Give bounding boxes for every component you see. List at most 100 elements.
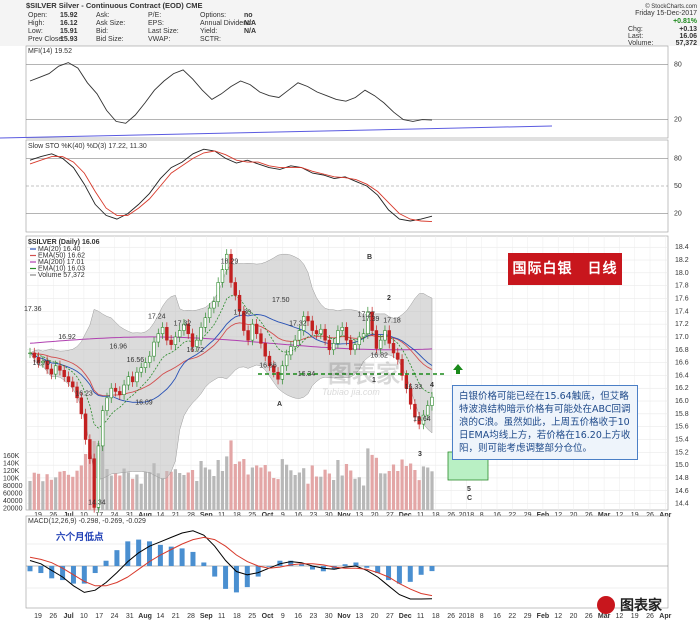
candle-body — [71, 381, 75, 388]
x-axis-label: 13 — [355, 613, 363, 620]
price-annotation: 17.36 — [24, 306, 42, 313]
x-axis-label: 26 — [585, 512, 593, 519]
volume-bar — [387, 471, 391, 510]
x-axis-label: 11 — [417, 613, 424, 620]
x-axis-label: 20 — [371, 512, 379, 519]
x-axis-label: Dec — [399, 613, 412, 620]
volume-bar — [113, 473, 118, 510]
x-axis-label: 16 — [294, 512, 302, 519]
volume-bar — [169, 471, 173, 510]
quote-label: Volume: — [628, 40, 653, 47]
candle-body — [413, 403, 417, 418]
macd-hist-bar — [60, 566, 66, 581]
volume-bar — [297, 472, 302, 510]
wave-label-C: C — [467, 495, 472, 502]
volume-bar — [255, 465, 259, 510]
candle-body — [58, 365, 62, 371]
x-axis-label: 21 — [172, 613, 180, 620]
x-axis-label: Jul — [64, 613, 74, 620]
sto-axis-label: 20 — [674, 211, 682, 218]
macd-hist-bar — [223, 566, 229, 589]
price-axis-label: 17.0 — [675, 334, 689, 341]
macd-hist-bar — [103, 560, 109, 566]
quote-value: 57,372 — [676, 40, 698, 47]
symbol-line: $SILVER Silver - Continuous Contract (EO… — [26, 1, 203, 10]
candle-body — [152, 341, 156, 357]
x-axis-label: Sep — [200, 512, 213, 519]
price-axis-label: 18.2 — [675, 257, 689, 264]
volume-bar — [426, 467, 430, 510]
chart-header: $SILVER Silver - Continuous Contract (EO… — [0, 0, 700, 47]
volume-bar — [344, 464, 349, 510]
x-axis-label: 16 — [493, 613, 501, 620]
volume-bar — [276, 479, 280, 510]
volume-bar — [332, 480, 336, 510]
volume-bar — [246, 474, 250, 510]
price-axis-label: 17.6 — [675, 295, 689, 302]
x-axis-label: 19 — [34, 512, 42, 519]
candle-body — [169, 339, 173, 345]
volume-bar — [225, 456, 229, 510]
badge-title: 国际白银 日线 — [508, 253, 622, 285]
candle-body — [216, 282, 220, 302]
volume-bar — [178, 473, 182, 510]
candle-body — [182, 323, 186, 331]
x-axis-label: 22 — [508, 512, 516, 519]
candle-body — [143, 362, 148, 369]
x-axis-label: 9 — [281, 613, 285, 620]
x-axis-label: 24 — [111, 512, 119, 519]
volume-bar — [233, 464, 237, 510]
volume-bar — [173, 469, 178, 510]
quote-label: Ask: — [96, 12, 110, 19]
candle-body — [49, 368, 54, 375]
candle-body — [280, 365, 285, 380]
price-axis-label: 15.6 — [675, 424, 689, 431]
price-annotation: 16.33 — [405, 384, 423, 391]
sto-label: Slow STO %K(40) %D(3) 17.22, 11.30 — [28, 143, 147, 150]
volume-bar — [336, 460, 340, 510]
price-annotation: 16.92 — [58, 334, 76, 341]
volume-bar — [417, 480, 421, 510]
candle-body — [45, 360, 49, 370]
wave-label-A: A — [277, 401, 282, 408]
price-label: $SILVER (Daily) 16.06 — [28, 239, 100, 246]
volume-bar — [139, 483, 143, 510]
volume-axis-label: 20000 — [3, 506, 23, 513]
volume-bar — [370, 454, 374, 510]
x-axis-label: 17 — [95, 613, 103, 620]
candle-body — [404, 375, 409, 389]
candle-body — [340, 327, 344, 331]
volume-bar — [361, 485, 366, 510]
chart-date: Friday 15-Dec-2017 — [635, 10, 697, 17]
x-axis-label: Nov — [337, 613, 350, 620]
candle-body — [225, 253, 229, 270]
legend-entry: MA(200) 17.01 — [38, 259, 84, 266]
volume-bar — [267, 471, 272, 510]
volume-bar — [131, 478, 135, 510]
svg-text:图表家: 图表家 — [328, 360, 400, 388]
price-axis-label: 16.6 — [675, 360, 689, 367]
volume-bar — [79, 465, 83, 510]
candle-body — [383, 330, 387, 341]
quote-value: 15.92 — [60, 12, 78, 19]
candle-body — [366, 311, 370, 335]
price-panel: 14.4 14.6 14.8 15.0 15.2 15.4 15.6 15.8 16.0 16.2… — [3, 235, 689, 513]
x-axis-label: 29 — [524, 512, 532, 519]
macd-hist-bar — [396, 566, 402, 584]
volume-bar — [263, 465, 267, 510]
volume-bar — [160, 478, 165, 510]
price-annotation: 16.82 — [370, 352, 388, 359]
volume-bar — [49, 479, 53, 510]
volume-axis-label: 140K — [3, 461, 20, 468]
x-axis-label: 23 — [310, 613, 318, 620]
candle-body — [426, 405, 430, 416]
candle-body — [148, 355, 152, 363]
volume-bar — [182, 475, 186, 510]
price-axis-label: 16.4 — [675, 372, 689, 379]
price-axis-label: 15.2 — [675, 449, 689, 456]
volume-bar — [135, 474, 139, 510]
macd-hist-bar — [255, 566, 261, 577]
volume-bar — [430, 471, 434, 510]
volume-bar — [195, 481, 199, 510]
price-axis-label: 17.8 — [675, 283, 689, 290]
